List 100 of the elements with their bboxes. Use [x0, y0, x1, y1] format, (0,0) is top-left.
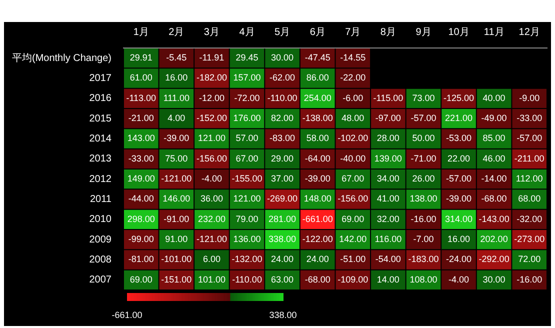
data-label: 29.45	[236, 52, 258, 63]
data-label: 101.00	[198, 274, 226, 284]
y-tick-label: 2014	[89, 134, 112, 144]
data-label: 50.00	[412, 133, 435, 144]
data-label: 68.00	[518, 194, 541, 204]
data-label: 29.91	[130, 52, 152, 63]
data-label: -110.00	[232, 274, 262, 284]
y-tick-label: 2015	[89, 113, 112, 124]
y-tick-label: 2017	[89, 73, 112, 84]
data-label: -71.00	[410, 153, 436, 164]
data-label: -121.00	[161, 174, 192, 184]
data-label: -54.00	[375, 254, 401, 264]
data-label: -91.00	[164, 214, 190, 224]
data-label: 116.00	[374, 234, 402, 244]
data-label: 57.00	[236, 133, 258, 144]
data-label: -81.00	[128, 254, 154, 264]
data-label: 121.00	[198, 133, 226, 144]
data-label: 48.00	[342, 113, 364, 124]
data-label: -97.00	[375, 113, 401, 124]
data-label: 86.00	[306, 72, 329, 83]
data-label: 338.00	[268, 234, 296, 244]
data-label: -47.45	[304, 52, 330, 63]
data-label: 111.00	[163, 92, 190, 103]
x-tick-label: 3月	[204, 26, 220, 38]
data-label: -4.00	[201, 174, 222, 184]
data-label: 40.00	[482, 92, 506, 103]
data-label: 61.00	[130, 72, 152, 83]
data-label: -109.00	[338, 274, 368, 284]
data-label: 6.00	[202, 254, 220, 264]
y-tick-label: 2013	[89, 154, 112, 165]
data-label: 232.00	[198, 214, 226, 224]
data-label: 37.00	[271, 174, 294, 184]
data-label: -6.00	[342, 92, 364, 103]
data-label: 136.00	[233, 234, 261, 244]
data-label: 139.00	[374, 153, 402, 164]
data-label: -182.00	[196, 72, 227, 83]
data-label: -292.00	[478, 254, 510, 264]
data-label: 72.00	[518, 254, 541, 264]
data-label: 121.00	[233, 194, 261, 204]
data-label: -33.00	[516, 113, 542, 124]
data-label: -68.00	[481, 194, 507, 204]
data-label: -57.00	[446, 174, 472, 184]
data-label: -24.00	[446, 254, 472, 264]
x-tick-label: 7月	[345, 26, 361, 38]
data-label: 24.00	[271, 254, 294, 264]
data-label: -155.00	[232, 174, 262, 184]
data-label: -143.00	[478, 214, 510, 224]
data-label: 14.00	[376, 274, 400, 284]
color-bar-label: 338.00	[269, 310, 297, 320]
x-tick-label: 9月	[416, 26, 432, 38]
data-label: 16.00	[448, 234, 470, 244]
data-label: -57.00	[410, 113, 436, 124]
y-tick-label: 2010	[89, 214, 112, 226]
data-label: 91.00	[165, 234, 188, 244]
x-tick-label: 12月	[518, 26, 540, 38]
data-label: -4.00	[448, 274, 470, 284]
data-label: 79.00	[236, 214, 258, 224]
data-label: 148.00	[304, 194, 332, 204]
data-label: 63.00	[271, 274, 294, 284]
data-label: 149.00	[127, 174, 155, 184]
data-label: 314.00	[445, 214, 473, 224]
data-label: 30.00	[271, 52, 294, 63]
data-label: -125.00	[444, 92, 474, 103]
data-label: 221.00	[445, 113, 473, 124]
data-label: -183.00	[408, 254, 439, 264]
data-label: 67.00	[236, 153, 258, 164]
data-label: 298.00	[127, 214, 155, 224]
data-label: -53.00	[446, 133, 472, 144]
data-label: -49.00	[481, 113, 507, 124]
data-label: -12.00	[198, 92, 224, 103]
data-label: 32.00	[376, 214, 400, 224]
data-label: -138.00	[302, 113, 333, 124]
data-label: -102.00	[338, 133, 368, 144]
data-label: -68.00	[304, 274, 330, 284]
x-tick-label: 10月	[448, 26, 470, 38]
x-tick-label: 2月	[168, 26, 184, 38]
data-label: 157.00	[233, 72, 261, 83]
data-label: -21.00	[128, 113, 154, 124]
x-tick-label: 6月	[310, 26, 326, 38]
data-label: 143.00	[127, 133, 155, 144]
data-label: -273.00	[514, 234, 545, 244]
data-label: -132.00	[232, 254, 262, 264]
data-label: 69.00	[342, 214, 364, 224]
y-tick-label: 2011	[90, 194, 112, 205]
data-label: 4.00	[168, 113, 186, 124]
data-label: 26.00	[412, 174, 435, 184]
data-label: 58.00	[306, 133, 329, 144]
data-label: -7.00	[413, 234, 434, 244]
data-label: 85.00	[482, 133, 506, 144]
x-tick-label: 5月	[274, 26, 290, 38]
data-label: -156.00	[338, 194, 368, 204]
data-label: 69.00	[130, 274, 152, 284]
data-label: -121.00	[196, 234, 227, 244]
data-label: -39.00	[304, 174, 330, 184]
data-label: -40.00	[340, 153, 366, 164]
data-label: 202.00	[480, 234, 508, 244]
data-label: 82.00	[271, 113, 294, 124]
data-label: 22.00	[448, 153, 470, 164]
data-label: 112.00	[516, 174, 543, 184]
data-label: 254.00	[304, 92, 332, 103]
